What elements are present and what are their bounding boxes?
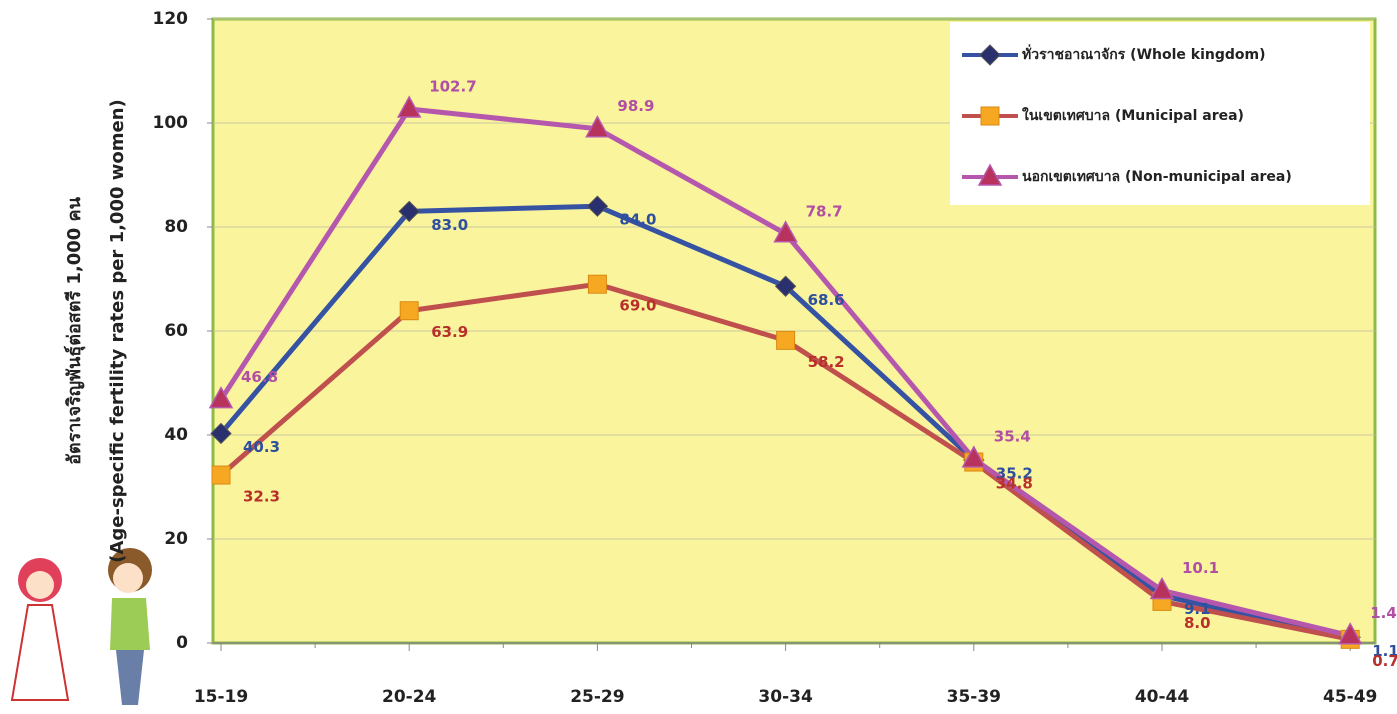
point (210, 422, 232, 445)
y-tick-label: 20 (164, 529, 188, 549)
x-tick-label: 45-49 (1323, 687, 1377, 707)
x-tick-label: 30-34 (758, 687, 813, 707)
data-label: 63.9 (431, 323, 468, 341)
x-tick-label: 20-24 (382, 687, 437, 707)
data-label: 40.3 (243, 438, 280, 456)
legend-label: ในเขตเทศบาล (Municipal area) (1022, 106, 1244, 124)
data-label: 102.7 (429, 77, 476, 95)
legend-box (950, 22, 1370, 205)
point (1337, 622, 1363, 645)
y-tick-label: 60 (164, 321, 188, 341)
data-label: 32.3 (243, 488, 280, 506)
y-tick-label: 100 (153, 113, 189, 133)
point (398, 200, 420, 223)
data-label: 35.2 (996, 464, 1033, 482)
legend-marker (980, 106, 1000, 126)
data-label: 68.6 (808, 291, 845, 309)
data-label: 35.4 (994, 427, 1031, 445)
data-label: 46.8 (241, 368, 278, 386)
legend-label: ทั่วราชอาณาจักร (Whole kingdom) (1022, 44, 1265, 63)
x-tick-label: 15-19 (194, 687, 248, 707)
y-axis-title: อัตราเจริญพันธุ์ต่อสตรี 1,000 คน (63, 196, 86, 464)
x-tick-label: 35-39 (947, 687, 1001, 707)
x-tick-label: 25-29 (570, 687, 624, 707)
data-label: 1.1 (1372, 642, 1397, 660)
point (211, 465, 231, 485)
point (208, 386, 234, 409)
data-label: 34.8 (996, 475, 1033, 493)
data-label: 78.7 (806, 202, 843, 220)
data-label: 1.4 (1370, 604, 1397, 622)
legend-marker (979, 44, 1001, 66)
data-label: 0.7 (1372, 652, 1397, 670)
legend: ทั่วราชอาณาจักร (Whole kingdom) ในเขตเทศบ… (950, 22, 1370, 205)
data-label: 69.0 (619, 297, 656, 315)
point (587, 274, 607, 294)
data-label: 83.0 (431, 216, 468, 234)
point (1149, 576, 1175, 600)
point (396, 95, 422, 118)
point (773, 220, 798, 243)
y-tick-label: 80 (164, 217, 188, 237)
data-label: 8.0 (1184, 614, 1211, 632)
data-label: 98.9 (617, 97, 654, 115)
x-tick-label: 40-44 (1135, 687, 1190, 707)
y-tick-label: 120 (153, 9, 189, 29)
illustration (10, 548, 152, 705)
data-label: 84.0 (619, 211, 656, 229)
y-tick-label: 0 (176, 633, 188, 653)
point (961, 445, 987, 468)
y-tick-label: 40 (164, 425, 188, 445)
legend-label: นอกเขตเทศบาล (Non-municipal area) (1022, 169, 1292, 185)
point (399, 301, 419, 321)
point (586, 195, 609, 217)
y-axis-title: (Age-specific fertility rates per 1,000 … (107, 99, 128, 563)
point (585, 115, 610, 138)
point (774, 275, 797, 297)
data-label: 10.1 (1182, 559, 1219, 577)
data-label: 58.2 (808, 353, 845, 371)
legend-marker (977, 163, 1003, 186)
point (776, 330, 796, 350)
data-label: 9.1 (1184, 600, 1211, 618)
